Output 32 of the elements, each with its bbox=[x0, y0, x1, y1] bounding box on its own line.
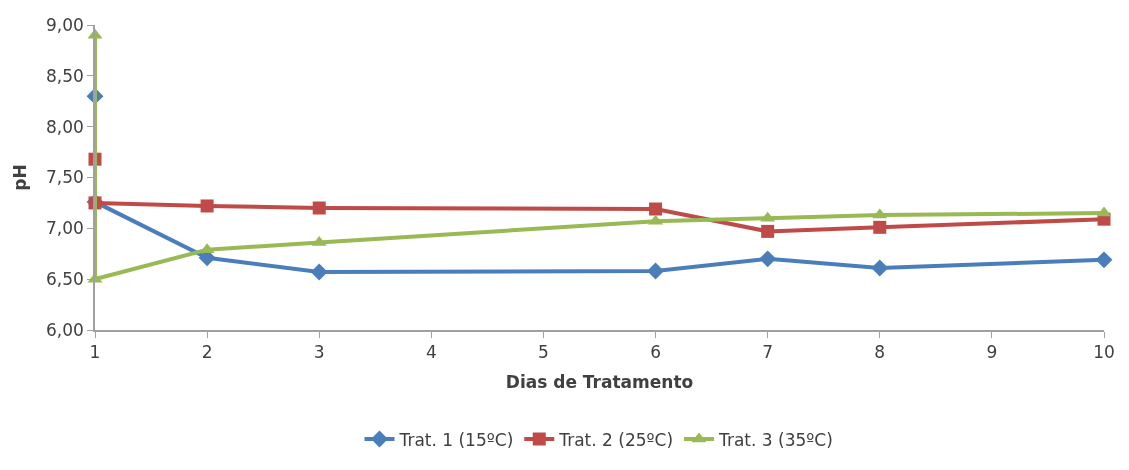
x-tick-label: 5 bbox=[538, 342, 549, 363]
legend-label: Trat. 3 (35ºC) bbox=[718, 429, 833, 450]
point bbox=[761, 224, 775, 238]
x-tick-label: 7 bbox=[762, 342, 774, 363]
x-tick-label: 6 bbox=[650, 342, 661, 363]
point bbox=[649, 202, 663, 216]
legend-label: Trat. 1 (15ºC) bbox=[398, 429, 514, 450]
point bbox=[312, 201, 326, 215]
x-tick-label: 10 bbox=[1093, 342, 1115, 363]
x-tick-label: 1 bbox=[89, 342, 101, 363]
x-tick-label: 4 bbox=[425, 342, 437, 363]
x-tick-label: 3 bbox=[313, 342, 325, 363]
legend-label: Trat. 2 (25ºC) bbox=[558, 429, 674, 450]
y-tick-label: 9,00 bbox=[45, 14, 84, 35]
y-tick-label: 7,00 bbox=[45, 218, 84, 239]
point bbox=[310, 263, 328, 281]
y-tick-label: 8,00 bbox=[45, 116, 84, 137]
point bbox=[873, 220, 887, 234]
x-axis-title: Dias de Tratamento bbox=[505, 372, 694, 393]
y-axis-title: pH bbox=[10, 164, 31, 191]
x-tick-label: 2 bbox=[201, 342, 213, 363]
point bbox=[759, 250, 777, 268]
point bbox=[871, 259, 889, 277]
x-tick-label: 9 bbox=[986, 342, 998, 363]
y-tick-label: 7,50 bbox=[45, 167, 84, 188]
point bbox=[1095, 251, 1113, 269]
y-tick-label: 8,50 bbox=[45, 65, 84, 86]
y-tick-label: 6,00 bbox=[45, 319, 84, 340]
x-tick-label: 8 bbox=[874, 342, 886, 363]
y-tick-label: 6,50 bbox=[45, 269, 84, 290]
point bbox=[647, 262, 665, 280]
point bbox=[200, 199, 214, 213]
